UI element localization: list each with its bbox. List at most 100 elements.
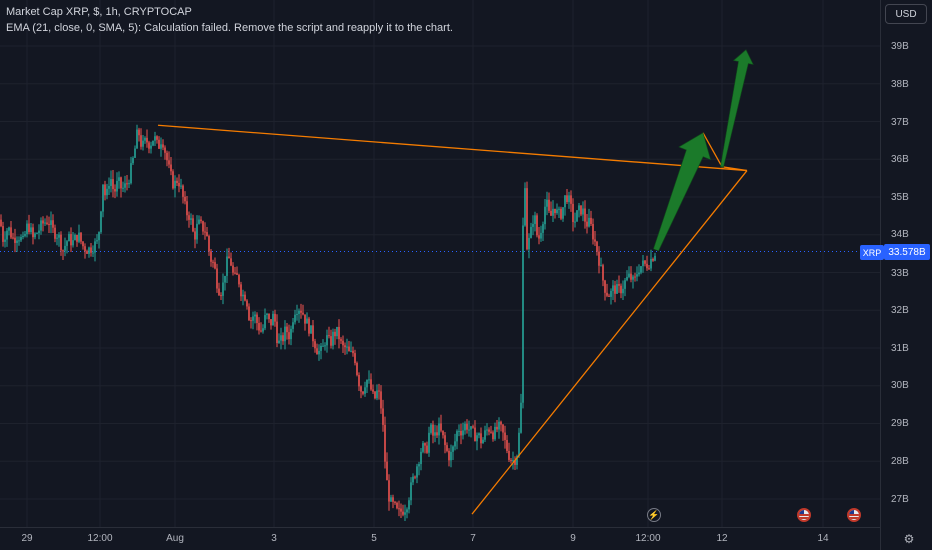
- candle-body: [422, 443, 424, 452]
- indicator-legend[interactable]: EMA (21, close, 0, SMA, 5): Calculation …: [6, 22, 453, 34]
- candle-body: [172, 171, 174, 189]
- time-tick: 9: [570, 533, 576, 544]
- us-flag-icon[interactable]: [847, 508, 861, 522]
- candle-body: [156, 136, 158, 140]
- candle-body: [70, 234, 72, 246]
- candle-body: [640, 266, 642, 273]
- candle-body: [62, 250, 64, 252]
- candle-body: [268, 313, 270, 320]
- candle-body: [100, 211, 102, 233]
- candle-body: [44, 222, 46, 224]
- candle-body: [638, 272, 640, 275]
- candle-body: [8, 227, 10, 231]
- candle-body: [380, 391, 382, 409]
- candle-body: [14, 237, 16, 243]
- candle-body: [630, 273, 632, 280]
- price-tick: 34B: [891, 229, 909, 240]
- candle-body: [56, 237, 58, 239]
- candle-body: [146, 137, 148, 143]
- candle-body: [234, 272, 236, 274]
- currency-button[interactable]: USD: [885, 4, 927, 24]
- candle-body: [590, 217, 592, 224]
- candle-body: [362, 391, 364, 394]
- candle-body: [576, 210, 578, 222]
- price-axis[interactable]: 39B 38B 37B 36B 35B 34B 33B 32B 31B 30B …: [880, 0, 932, 550]
- candle-body: [276, 321, 278, 344]
- candle-body: [614, 285, 616, 294]
- settings-icon[interactable]: ⚙: [903, 532, 915, 546]
- candle-body: [442, 430, 444, 436]
- price-chart[interactable]: [0, 0, 880, 527]
- candle-body: [204, 231, 206, 233]
- candle-body: [176, 180, 178, 183]
- candle-body: [246, 300, 248, 307]
- candle-body: [202, 221, 204, 232]
- time-axis[interactable]: 29 12:00 Aug 3 5 7 9 12:00 12 14: [0, 527, 880, 550]
- candle-body: [316, 348, 318, 355]
- candle-body: [406, 509, 408, 513]
- candle-body: [570, 195, 572, 204]
- candle-body: [424, 443, 426, 446]
- candle-body: [466, 423, 468, 430]
- candle-body: [134, 148, 136, 158]
- us-flag-icon[interactable]: [797, 508, 811, 522]
- candle-body: [506, 439, 508, 451]
- time-tick: 5: [371, 533, 377, 544]
- candle-body: [110, 179, 112, 186]
- candle-body: [450, 451, 452, 461]
- candle-body: [344, 345, 346, 348]
- candle-body: [604, 280, 606, 293]
- candle-body: [530, 226, 532, 238]
- candle-body: [238, 274, 240, 285]
- candle-body: [480, 433, 482, 444]
- candle-body: [632, 276, 634, 280]
- candle-body: [508, 450, 510, 460]
- candle-body: [216, 268, 218, 289]
- candle-body: [90, 247, 92, 253]
- candle-body: [290, 328, 292, 340]
- candle-body: [588, 217, 590, 227]
- candle-body: [584, 208, 586, 222]
- candle-body: [522, 225, 524, 403]
- candle-body: [296, 313, 298, 315]
- candle-body: [196, 223, 198, 240]
- candle-body: [292, 322, 294, 329]
- candle-body: [438, 423, 440, 436]
- candle-body: [384, 424, 386, 462]
- candle-body: [592, 223, 594, 240]
- candle-body: [220, 295, 222, 297]
- candle-body: [262, 328, 264, 332]
- candle-body: [34, 233, 36, 238]
- candle-body: [536, 215, 538, 236]
- time-tick: 12: [716, 533, 728, 544]
- candle-body: [12, 237, 14, 239]
- candle-body: [272, 313, 274, 326]
- candle-body: [72, 240, 74, 246]
- candle-body: [120, 177, 122, 189]
- candle-body: [190, 218, 192, 220]
- bolt-icon[interactable]: ⚡: [647, 508, 661, 522]
- candle-body: [106, 188, 108, 196]
- candle-body: [194, 231, 196, 240]
- candle-body: [346, 346, 348, 348]
- chart-area[interactable]: Market Cap XRP, $, 1h, CRYPTOCAP EMA (21…: [0, 0, 880, 527]
- candle-body: [64, 245, 66, 251]
- candle-body: [360, 386, 362, 392]
- candle-body: [10, 227, 12, 238]
- candle-body: [166, 152, 168, 161]
- last-price-label: 33.578B: [884, 244, 930, 260]
- time-tick: 14: [817, 533, 829, 544]
- candle-body: [646, 263, 648, 269]
- candle-body: [294, 314, 296, 323]
- candle-body: [50, 220, 52, 225]
- candle-body: [260, 330, 262, 332]
- candle-body: [214, 262, 216, 269]
- price-tick: 35B: [891, 192, 909, 203]
- candle-body: [356, 363, 358, 375]
- candle-body: [556, 209, 558, 214]
- candle-body: [208, 236, 210, 252]
- candle-body: [284, 326, 286, 342]
- candle-body: [118, 177, 120, 181]
- candle-body: [364, 387, 366, 394]
- candle-body: [28, 223, 30, 232]
